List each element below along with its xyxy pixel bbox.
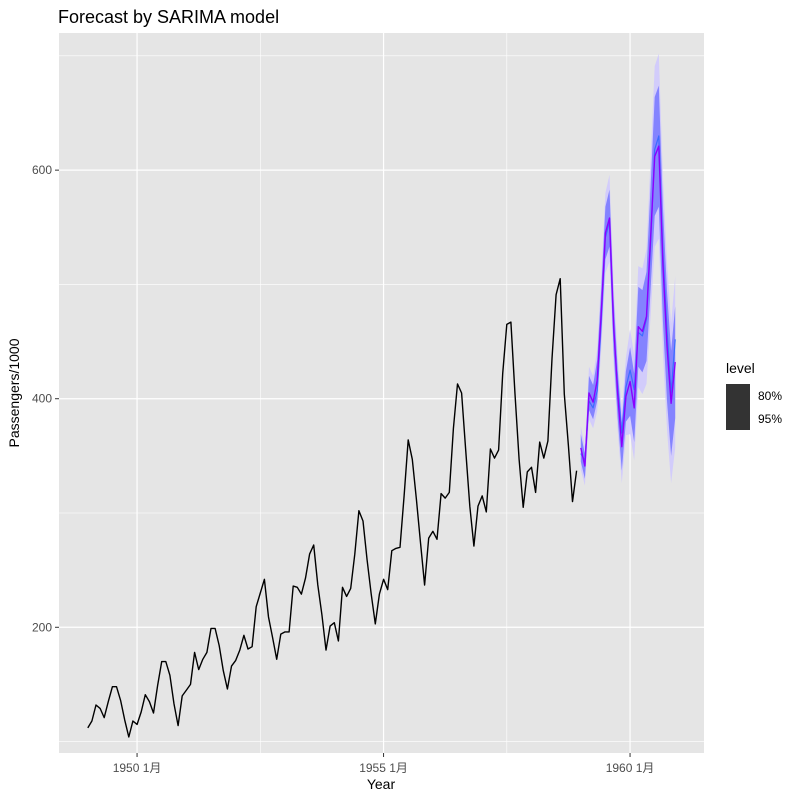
chart-title: Forecast by SARIMA model	[58, 7, 279, 27]
grid-minor	[59, 33, 704, 753]
x-axis-ticks: 1950 1月 1955 1月 1960 1月	[113, 753, 655, 775]
history-line	[87, 278, 578, 738]
legend-label-80: 80%	[758, 389, 782, 403]
legend: level 80% 95%	[726, 360, 782, 430]
legend-key-95	[726, 407, 750, 430]
x-axis-title: Year	[367, 776, 396, 792]
x-tick-label-0: 1950 1月	[113, 761, 162, 775]
forecast-bands	[580, 53, 676, 486]
series-lines	[87, 135, 676, 738]
y-tick-label-0: 200	[32, 620, 52, 634]
band-95	[580, 53, 676, 486]
y-axis-title: Passengers/1000	[6, 338, 22, 447]
y-tick-label-2: 600	[32, 163, 52, 177]
band-80	[580, 85, 676, 479]
plot-panel	[59, 33, 704, 753]
forecast-line	[580, 145, 676, 467]
x-tick-label-1: 1955 1月	[359, 761, 408, 775]
legend-label-95: 95%	[758, 412, 782, 426]
x-tick-label-2: 1960 1月	[606, 761, 655, 775]
y-axis-ticks: 200 400 600	[32, 163, 59, 634]
y-tick-label-1: 400	[32, 392, 52, 406]
legend-key-80	[726, 384, 750, 407]
legend-title: level	[726, 360, 755, 376]
